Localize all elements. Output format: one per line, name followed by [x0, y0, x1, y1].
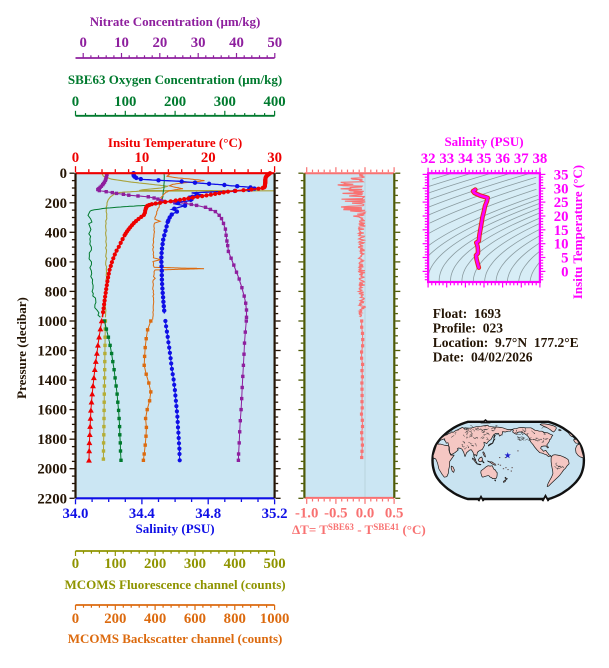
- svg-text:1000: 1000: [37, 314, 67, 330]
- svg-text:400: 400: [45, 225, 67, 241]
- svg-text:800: 800: [45, 284, 67, 300]
- svg-text:100: 100: [114, 94, 136, 110]
- svg-text:5: 5: [561, 251, 568, 267]
- svg-text:20: 20: [152, 35, 167, 51]
- svg-text:1000: 1000: [260, 611, 290, 627]
- svg-text:Location: 9.7°N 177.2°E: Location: 9.7°N 177.2°E: [433, 335, 579, 350]
- svg-text:10: 10: [114, 35, 129, 51]
- svg-text:30: 30: [554, 181, 569, 197]
- svg-text:33: 33: [439, 151, 454, 167]
- svg-text:Profile: 023: Profile: 023: [433, 321, 503, 336]
- svg-text:ΔT= TSBE63 - TSBE41 (°C): ΔT= TSBE63 - TSBE41 (°C): [292, 522, 426, 537]
- svg-text:2200: 2200: [37, 491, 67, 507]
- svg-text:34.0: 34.0: [63, 506, 89, 522]
- svg-text:35: 35: [554, 167, 569, 183]
- svg-text:Float: 1693: Float: 1693: [433, 306, 501, 321]
- svg-text:35: 35: [477, 151, 492, 167]
- svg-text:200: 200: [144, 556, 166, 572]
- svg-text:40: 40: [229, 35, 244, 51]
- svg-text:1800: 1800: [37, 432, 67, 448]
- svg-text:Pressure (decibar): Pressure (decibar): [14, 297, 29, 399]
- svg-text:200: 200: [164, 94, 186, 110]
- svg-text:Salinity (PSU): Salinity (PSU): [444, 134, 523, 149]
- svg-text:0: 0: [72, 611, 79, 627]
- svg-text:34.8: 34.8: [195, 506, 221, 522]
- svg-text:Date: 04/02/2026: Date: 04/02/2026: [433, 350, 533, 365]
- svg-text:600: 600: [184, 611, 206, 627]
- svg-text:25: 25: [554, 195, 569, 211]
- svg-text:0.0: 0.0: [356, 506, 375, 522]
- svg-text:500: 500: [263, 556, 285, 572]
- svg-text:0: 0: [60, 166, 67, 182]
- svg-text:34: 34: [458, 151, 473, 167]
- svg-text:20: 20: [554, 209, 569, 225]
- svg-text:0.5: 0.5: [385, 506, 404, 522]
- svg-text:Nitrate Concentration (μm/kg): Nitrate Concentration (μm/kg): [90, 14, 261, 29]
- svg-text:15: 15: [554, 223, 569, 239]
- svg-text:400: 400: [144, 611, 166, 627]
- svg-text:-1.0: -1.0: [295, 506, 318, 522]
- svg-text:MCOMS Fluorescence channel (co: MCOMS Fluorescence channel (counts): [64, 577, 285, 592]
- svg-text:34.4: 34.4: [129, 506, 155, 522]
- svg-text:0: 0: [561, 264, 568, 280]
- svg-text:300: 300: [214, 94, 236, 110]
- svg-text:2000: 2000: [37, 462, 67, 478]
- svg-text:MCOMS Backscatter channel (cou: MCOMS Backscatter channel (counts): [68, 631, 283, 646]
- svg-text:1200: 1200: [37, 344, 67, 360]
- svg-text:10: 10: [554, 237, 569, 253]
- svg-text:30: 30: [267, 150, 282, 166]
- svg-text:Insitu Temperature (°C): Insitu Temperature (°C): [108, 135, 242, 150]
- svg-text:Insitu Temperature (°C): Insitu Temperature (°C): [570, 165, 585, 299]
- svg-text:32: 32: [421, 151, 436, 167]
- svg-text:36: 36: [495, 151, 510, 167]
- svg-text:SBE63 Oxygen Concentration (μm: SBE63 Oxygen Concentration (μm/kg): [68, 72, 282, 87]
- svg-text:37: 37: [514, 151, 529, 167]
- svg-text:400: 400: [263, 94, 285, 110]
- svg-text:600: 600: [45, 255, 67, 271]
- svg-text:0: 0: [72, 94, 79, 110]
- svg-text:800: 800: [224, 611, 246, 627]
- svg-text:0: 0: [79, 35, 86, 51]
- svg-text:300: 300: [184, 556, 206, 572]
- svg-text:100: 100: [104, 556, 126, 572]
- svg-text:20: 20: [201, 150, 216, 166]
- svg-text:200: 200: [104, 611, 126, 627]
- svg-text:400: 400: [224, 556, 246, 572]
- svg-text:30: 30: [191, 35, 206, 51]
- svg-text:35.2: 35.2: [262, 506, 288, 522]
- svg-text:10: 10: [134, 150, 149, 166]
- svg-text:50: 50: [267, 35, 282, 51]
- svg-text:Salinity (PSU): Salinity (PSU): [136, 521, 215, 536]
- svg-text:0: 0: [72, 556, 79, 572]
- svg-text:-0.5: -0.5: [324, 506, 347, 522]
- svg-text:1400: 1400: [37, 373, 67, 389]
- svg-text:1600: 1600: [37, 403, 67, 419]
- svg-text:38: 38: [533, 151, 548, 167]
- svg-text:0: 0: [72, 150, 79, 166]
- svg-text:200: 200: [45, 196, 67, 212]
